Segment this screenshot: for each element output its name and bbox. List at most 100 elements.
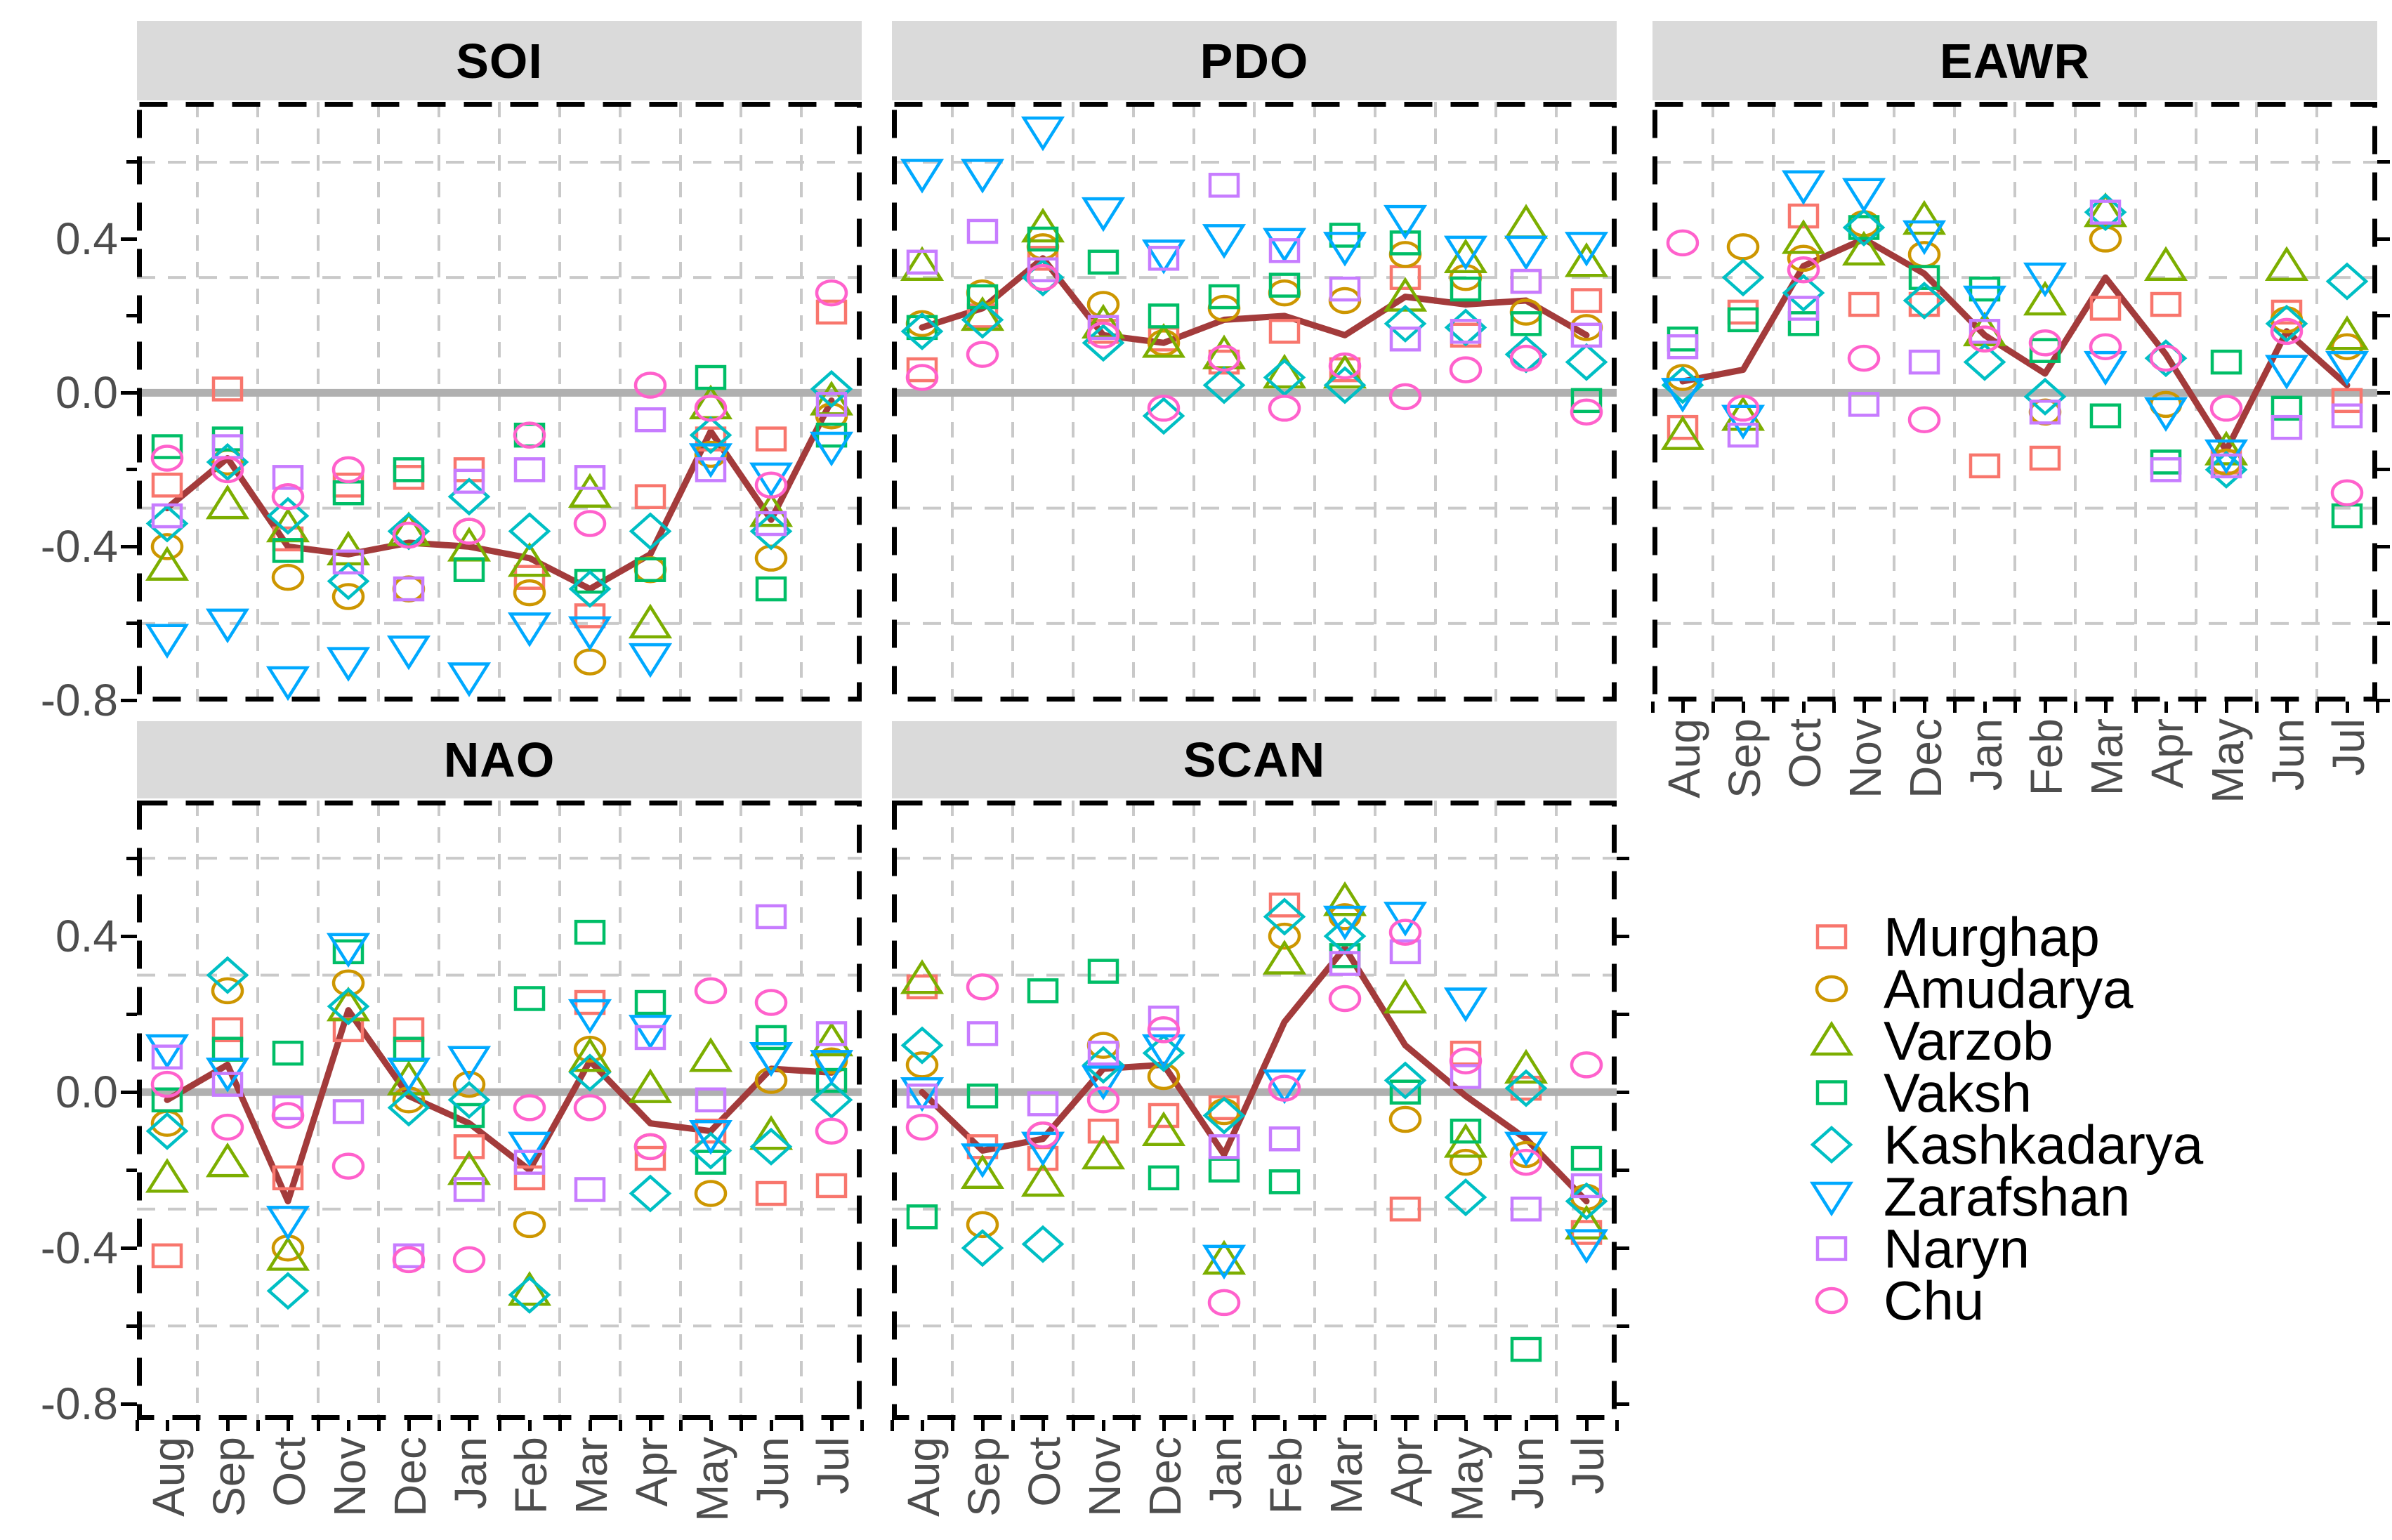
point-zarafshan-jul [1564,1229,1609,1264]
x-tick-label: Mar [2082,718,2132,796]
point-chu-feb [513,421,546,449]
panel-eawr [1652,102,2377,702]
point-zarafshan-mar [1322,232,1367,267]
point-kashkadarya-nov [327,562,370,600]
point-kashkadarya-sep [1721,258,1765,297]
axis-tick [2073,702,2077,713]
axis-tick [126,1324,137,1328]
y-tick-label: -0.4 [40,521,118,572]
point-chu-dec [392,1246,426,1274]
point-murghap-mar [574,989,606,1015]
point-zarafshan-jun [1504,1131,1549,1167]
point-vaksh-oct [272,1040,304,1066]
x-tick-label: Mar [1321,1437,1372,1514]
point-varzob-dec [1141,323,1186,358]
legend-label: Amudarya [1884,958,2134,1020]
axis-tick [195,1420,199,1431]
point-varzob-jul [1564,242,1609,277]
point-amudarya-jan [452,1070,486,1098]
point-amudarya-feb [1268,922,1301,950]
axis-tick [1131,1420,1136,1431]
point-chu-feb [513,1094,546,1121]
point-vaksh-aug [1667,327,1699,352]
x-tick-label: Apr [626,1437,677,1507]
panel-nao [137,801,862,1420]
axis-tick [678,1420,683,1431]
axis-tick [1617,1246,1629,1250]
axis-tick [1011,1420,1015,1431]
point-vaksh-jan [453,1103,485,1128]
point-amudarya-dec [392,575,426,603]
point-zarafshan-jan [1202,224,1247,259]
point-naryn-jan [1208,1134,1240,1159]
point-amudarya-feb [513,579,546,607]
x-tick-label: Jan [445,1437,496,1509]
point-chu-sep [211,456,244,484]
point-zarafshan-dec [1902,220,1947,256]
axis-tick [225,1420,230,1431]
axis-tick [1343,1420,1347,1431]
point-kashkadarya-feb [508,1275,551,1314]
point-varzob-jun [749,1115,794,1150]
point-vaksh-jun [1510,311,1542,336]
x-tick-label: Sep [1719,718,1770,798]
point-naryn-may [1450,319,1482,344]
point-naryn-feb [513,457,546,482]
x-tick-label: Aug [143,1437,194,1517]
point-kashkadarya-jul [810,369,853,408]
legend-key-circle-icon [1815,1286,1848,1315]
x-tick-label: May [2202,718,2253,803]
point-zarafshan-apr [2143,397,2188,433]
axis-tick [126,468,137,472]
point-varzob-mar [1322,881,1367,916]
point-chu-jun [2270,317,2304,345]
point-naryn-jun [755,511,787,537]
point-vaksh-oct [272,538,304,563]
point-chu-jun [754,989,788,1016]
point-varzob-may [688,1037,733,1072]
point-kashkadarya-nov [327,987,370,1026]
point-naryn-aug [151,503,183,529]
legend-label: Vaksh [1884,1062,2032,1124]
point-varzob-apr [628,1068,673,1103]
axis-tick [121,934,137,938]
axis-tick [2013,702,2017,713]
point-kashkadarya-mar [568,1053,612,1092]
point-murghap-feb [1268,893,1301,918]
point-chu-aug [150,445,184,472]
point-zarafshan-feb [507,612,552,647]
point-murghap-jun [755,426,787,452]
axis-tick [2285,702,2289,713]
point-murghap-feb [1268,319,1301,344]
point-varzob-jul [1564,1204,1609,1240]
point-vaksh-oct [1027,226,1059,252]
point-varzob-aug [145,1158,190,1193]
point-zarafshan-sep [205,608,250,644]
point-naryn-oct [1787,296,1820,321]
point-kashkadarya-feb [2023,377,2067,416]
point-naryn-jun [2271,414,2303,440]
axis-tick [980,1420,985,1431]
legend-key-diamond-icon [1810,1125,1853,1164]
axis-tick [1862,702,1866,713]
x-tick-label: Mar [566,1437,617,1514]
point-chu-nov [331,1152,365,1180]
point-amudarya-aug [905,1051,939,1079]
point-murghap-jan [453,1134,485,1159]
point-naryn-dec [1148,246,1180,271]
point-chu-jun [1509,1148,1543,1176]
point-vaksh-mar [2089,403,2122,429]
point-naryn-apr [1389,327,1421,352]
strip-scan: SCAN [892,721,1617,798]
point-naryn-apr [1389,939,1421,965]
axis-tick [2134,702,2138,713]
axis-tick [1524,1420,1528,1431]
legend-marker-chu [1815,1286,1848,1315]
point-zarafshan-jun [1504,235,1549,271]
x-axis-eawr: Aug Sep Oct Nov Dec Jan Feb Mar Apr May Jun Jul [1659,718,2374,803]
point-amudarya-may [694,1180,728,1207]
point-kashkadarya-sep [961,301,1004,339]
point-zarafshan-oct [265,1206,310,1241]
axis-tick [860,1420,864,1431]
point-kashkadarya-feb [1263,358,1306,397]
